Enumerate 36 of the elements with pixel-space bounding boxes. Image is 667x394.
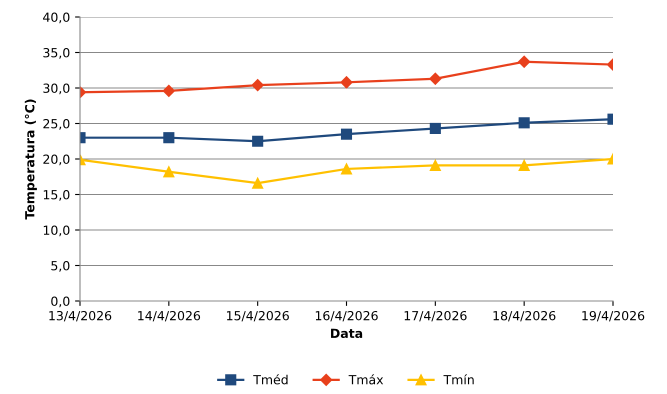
y-tick-label: 20,0 (43, 154, 70, 166)
point (252, 79, 264, 92)
y-tick-label: 15,0 (44, 190, 70, 201)
x-tick-label: 13/4/2026 (49, 310, 112, 322)
y-tick-label: 40,0 (43, 12, 70, 24)
point (163, 132, 174, 144)
point (162, 84, 175, 97)
point (163, 166, 174, 178)
point (430, 160, 441, 171)
x-tick-label: 17/4/2026 (404, 310, 467, 322)
y-axis-title: Temperatura (°C) (24, 100, 37, 220)
point (252, 178, 264, 189)
y-tick-label: 35,0 (43, 48, 70, 59)
x-tick-label: 15/4/2026 (226, 310, 289, 322)
point (340, 76, 353, 88)
y-tick-label: 5,0 (51, 260, 70, 272)
x-tick-label: 16/4/2026 (316, 310, 378, 322)
point (252, 136, 264, 147)
y-tick-label: 0,0 (51, 296, 70, 308)
y-tick-label: 10,0 (44, 225, 70, 236)
x-axis-title: Data (331, 328, 362, 338)
y-tick-label: 30,0 (43, 83, 70, 94)
point (518, 160, 530, 171)
legend-label: Tméd (253, 374, 288, 384)
point (429, 72, 442, 85)
y-tick-label: 25,0 (43, 118, 70, 130)
point (340, 163, 352, 174)
x-tick-label: 18/4/2026 (493, 310, 556, 322)
x-tick-label: 19/4/2026 (582, 310, 644, 322)
point (518, 117, 530, 128)
point (518, 56, 530, 68)
legend-label: Tmáx (348, 374, 384, 384)
point (430, 122, 441, 134)
x-tick-label: 14/4/2026 (138, 310, 200, 322)
point (340, 128, 352, 140)
legend-label: Tmín (444, 374, 474, 384)
